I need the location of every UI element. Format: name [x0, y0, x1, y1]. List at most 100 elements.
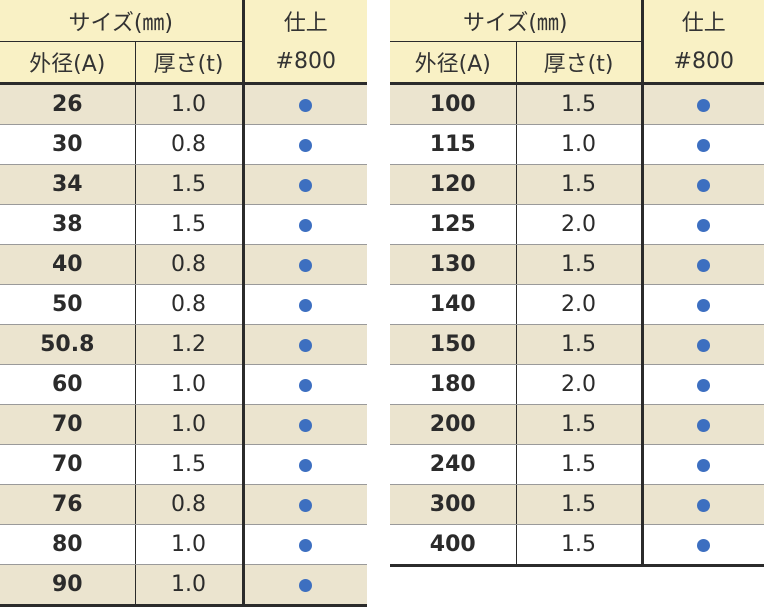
finish-cell — [642, 364, 764, 405]
finish-available-dot-icon — [697, 338, 711, 352]
outer-diameter-cell: 100 — [390, 83, 517, 125]
header-thickness: 厚さ(t) — [135, 41, 245, 85]
finish-available-dot-icon — [299, 418, 313, 432]
thickness-cell: 2.0 — [516, 204, 644, 245]
finish-cell — [642, 444, 764, 485]
finish-cell — [243, 364, 368, 405]
thickness-cell: 1.0 — [135, 404, 245, 445]
outer-diameter-cell: 140 — [390, 284, 517, 325]
finish-available-dot-icon — [697, 298, 711, 312]
finish-cell — [642, 244, 764, 285]
header-finish: 仕上 — [243, 0, 368, 42]
finish-cell — [243, 204, 368, 245]
table-row: 150 1.5 — [390, 324, 764, 365]
finish-available-dot-icon — [299, 538, 313, 552]
thickness-cell: 1.5 — [516, 484, 644, 525]
size-table-left: サイズ(㎜) 仕上 外径(A) 厚さ(t) #800 26 1.0 30 0.8 34 1… — [0, 0, 368, 607]
finish-cell — [642, 324, 764, 365]
thickness-cell: 1.0 — [516, 124, 644, 165]
header-size: サイズ(㎜) — [0, 0, 245, 42]
table-row: 50.8 1.2 — [0, 324, 368, 365]
table-row: 76 0.8 — [0, 484, 368, 525]
thickness-cell: 0.8 — [135, 244, 245, 285]
finish-available-dot-icon — [697, 138, 711, 152]
finish-available-dot-icon — [697, 98, 711, 112]
finish-cell — [243, 164, 368, 205]
outer-diameter-cell: 120 — [390, 164, 517, 205]
thickness-cell: 1.5 — [516, 83, 644, 125]
thickness-cell: 1.0 — [135, 364, 245, 405]
header-thickness: 厚さ(t) — [516, 41, 644, 85]
finish-available-dot-icon — [299, 298, 313, 312]
finish-cell — [642, 404, 764, 445]
finish-available-dot-icon — [299, 98, 313, 112]
outer-diameter-cell: 30 — [0, 124, 136, 165]
table-row: 40 0.8 — [0, 244, 368, 285]
finish-cell — [243, 324, 368, 365]
thickness-cell: 0.8 — [135, 124, 245, 165]
finish-cell — [243, 124, 368, 165]
table-row: 50 0.8 — [0, 284, 368, 325]
table-row: 70 1.5 — [0, 444, 368, 485]
table-row: 125 2.0 — [390, 204, 764, 245]
outer-diameter-cell: 200 — [390, 404, 517, 445]
thickness-cell: 1.5 — [516, 404, 644, 445]
finish-available-dot-icon — [697, 498, 711, 512]
finish-cell — [642, 124, 764, 165]
finish-cell — [642, 204, 764, 245]
header-size: サイズ(㎜) — [390, 0, 644, 42]
thickness-cell: 1.5 — [516, 524, 644, 567]
finish-available-dot-icon — [299, 338, 313, 352]
table-row: 70 1.0 — [0, 404, 368, 445]
header-finish-grade: #800 — [642, 41, 764, 85]
finish-available-dot-icon — [299, 218, 313, 232]
thickness-cell: 2.0 — [516, 364, 644, 405]
outer-diameter-cell: 38 — [0, 204, 136, 245]
outer-diameter-cell: 180 — [390, 364, 517, 405]
finish-cell — [243, 83, 368, 125]
thickness-cell: 0.8 — [135, 484, 245, 525]
outer-diameter-cell: 115 — [390, 124, 517, 165]
thickness-cell: 1.0 — [135, 524, 245, 565]
finish-available-dot-icon — [697, 218, 711, 232]
table-row: 38 1.5 — [0, 204, 368, 245]
table-body: 26 1.0 30 0.8 34 1.5 38 1.5 40 0.8 50 0.8 50.8 1.2 60 1… — [0, 83, 368, 607]
thickness-cell: 0.8 — [135, 284, 245, 325]
outer-diameter-cell: 70 — [0, 404, 136, 445]
table-row: 130 1.5 — [390, 244, 764, 285]
outer-diameter-cell: 125 — [390, 204, 517, 245]
outer-diameter-cell: 60 — [0, 364, 136, 405]
finish-available-dot-icon — [299, 138, 313, 152]
table-row: 80 1.0 — [0, 524, 368, 565]
finish-available-dot-icon — [697, 418, 711, 432]
outer-diameter-cell: 40 — [0, 244, 136, 285]
finish-available-dot-icon — [299, 258, 313, 272]
thickness-cell: 1.5 — [135, 164, 245, 205]
header-finish-grade: #800 — [243, 41, 368, 85]
finish-available-dot-icon — [697, 538, 711, 552]
table-body: 100 1.5 115 1.0 120 1.5 125 2.0 130 1.5 140 2.0 150 1… — [390, 83, 764, 567]
header-outer-diameter: 外径(A) — [390, 41, 517, 85]
thickness-cell: 1.2 — [135, 324, 245, 365]
finish-cell — [243, 484, 368, 525]
table-row: 400 1.5 — [390, 524, 764, 567]
outer-diameter-cell: 400 — [390, 524, 517, 567]
finish-cell — [243, 244, 368, 285]
outer-diameter-cell: 90 — [0, 564, 136, 607]
outer-diameter-cell: 76 — [0, 484, 136, 525]
finish-available-dot-icon — [299, 178, 313, 192]
thickness-cell: 1.5 — [135, 204, 245, 245]
table-row: 26 1.0 — [0, 83, 368, 125]
finish-cell — [243, 444, 368, 485]
outer-diameter-cell: 240 — [390, 444, 517, 485]
outer-diameter-cell: 130 — [390, 244, 517, 285]
outer-diameter-cell: 80 — [0, 524, 136, 565]
header-finish: 仕上 — [642, 0, 764, 42]
outer-diameter-cell: 150 — [390, 324, 517, 365]
finish-cell — [243, 524, 368, 565]
table-row: 120 1.5 — [390, 164, 764, 205]
outer-diameter-cell: 26 — [0, 83, 136, 125]
table-row: 34 1.5 — [0, 164, 368, 205]
thickness-cell: 1.5 — [516, 444, 644, 485]
table-row: 300 1.5 — [390, 484, 764, 525]
